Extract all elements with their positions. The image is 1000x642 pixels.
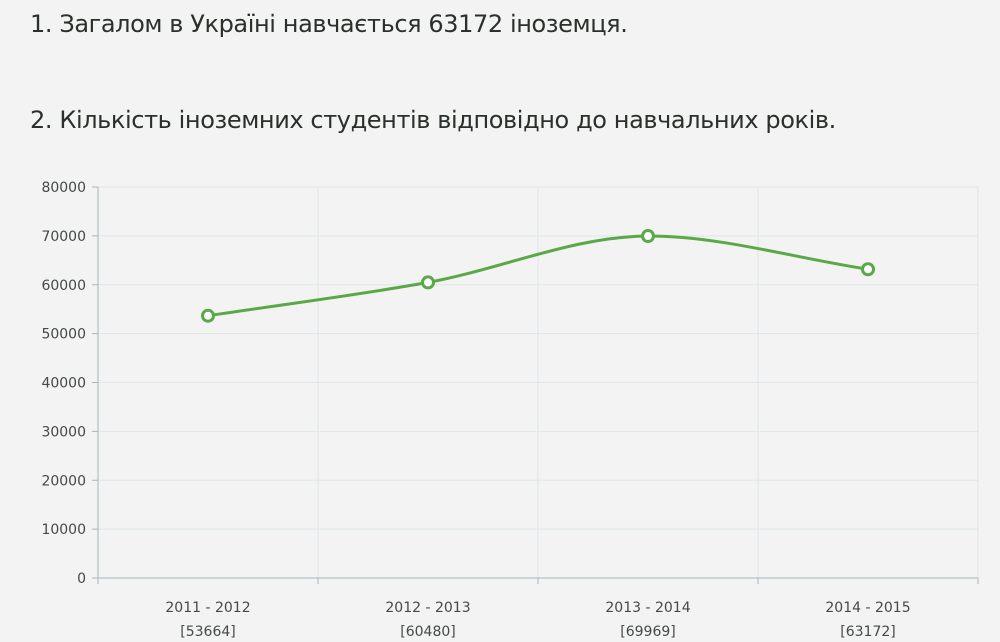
- x-category-label: 2013 - 2014: [605, 600, 690, 616]
- data-point-marker: [861, 262, 875, 277]
- x-axis-category-labels: 2011 - 2012 [53664] 2012 - 2013 [60480] 2013…: [165, 600, 910, 640]
- series: [201, 229, 875, 323]
- x-category-label: 2011 - 2012: [165, 600, 250, 616]
- chart-title: 2. Кількість іноземних студентів відпові…: [30, 106, 836, 134]
- axes: [92, 186, 979, 584]
- x-category-value-label: [69969]: [620, 624, 675, 640]
- x-category-value-label: [60480]: [400, 624, 455, 640]
- y-axis-tick-labels: 0 10000 20000 30000 40000 50000 60000 70000 8000…: [41, 180, 86, 587]
- y-tick-label: 10000: [41, 522, 86, 538]
- y-tick-label: 20000: [41, 473, 86, 489]
- x-category-label: 2012 - 2013: [385, 600, 470, 616]
- total-students-heading: 1. Загалом в Україні навчається 63172 ін…: [30, 10, 628, 38]
- x-category-label: 2014 - 2015: [825, 600, 910, 616]
- y-tick-label: 80000: [41, 180, 86, 196]
- y-tick-label: 60000: [41, 278, 86, 294]
- y-tick-label: 50000: [41, 327, 86, 343]
- y-tick-label: 40000: [41, 376, 86, 392]
- y-tick-label: 70000: [41, 229, 86, 245]
- data-point-marker: [201, 308, 215, 323]
- data-point-marker: [641, 229, 655, 244]
- y-tick-label: 0: [77, 571, 86, 587]
- y-tick-label: 30000: [41, 424, 86, 440]
- data-point-marker: [421, 275, 435, 290]
- x-category-value-label: [63172]: [840, 624, 895, 640]
- series-line: [206, 234, 870, 318]
- x-category-value-label: [53664]: [180, 624, 235, 640]
- grid-lines: [98, 186, 979, 578]
